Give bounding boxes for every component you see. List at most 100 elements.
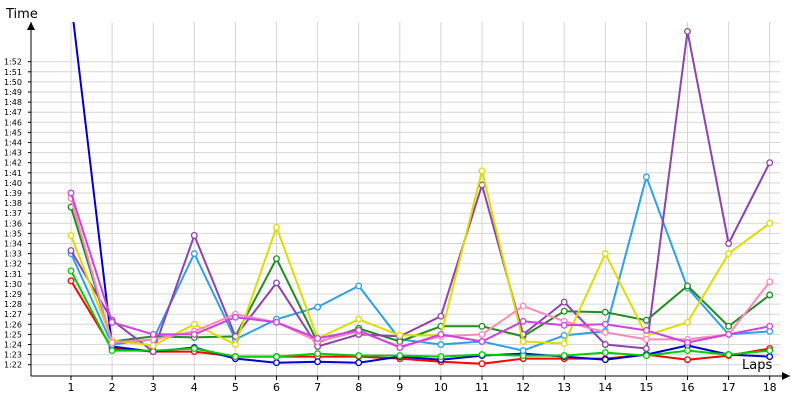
y-axis-title: Time (5, 7, 38, 22)
data-point (601, 328, 609, 336)
data-point (190, 320, 198, 328)
data-point (396, 331, 404, 339)
data-point (601, 341, 609, 348)
x-tick-label: 13 (557, 381, 571, 394)
data-point (190, 345, 198, 352)
y-tick-label: 1:31 (4, 270, 22, 279)
data-point (149, 342, 157, 349)
data-point (67, 231, 75, 239)
y-tick-label: 1:36 (4, 219, 22, 228)
y-tick-label: 1:52 (4, 58, 22, 67)
data-point (478, 330, 486, 338)
data-point (766, 219, 774, 227)
data-point (560, 307, 568, 315)
data-point (231, 353, 239, 361)
series-line (70, 270, 770, 358)
data-point (766, 278, 774, 286)
x-tick-label: 1 (68, 381, 75, 394)
y-tick-label: 1:27 (4, 310, 22, 319)
data-point (190, 250, 198, 258)
data-point (601, 320, 609, 328)
data-point (725, 351, 733, 359)
data-point (355, 326, 363, 334)
data-point (314, 334, 322, 342)
data-point (766, 347, 774, 355)
data-point (725, 240, 733, 247)
x-axis-title: Laps (742, 358, 772, 373)
data-point (478, 360, 486, 368)
data-point (67, 267, 75, 275)
y-tick-label: 1:51 (4, 68, 22, 77)
data-point (273, 318, 280, 326)
y-tick-label: 1:45 (4, 128, 22, 137)
data-point (684, 27, 691, 35)
data-point (560, 321, 568, 329)
data-point (437, 330, 445, 338)
series (67, 22, 774, 368)
y-tick-label: 1:44 (4, 139, 22, 148)
data-point (478, 351, 486, 359)
y-tick-label: 1:34 (4, 240, 22, 249)
y-tick-label: 1:38 (4, 199, 22, 208)
y-tick-label: 1:46 (4, 118, 22, 127)
data-point (601, 308, 609, 316)
data-point (437, 341, 445, 348)
series-3 (67, 267, 774, 361)
data-point (519, 347, 527, 355)
data-point (231, 313, 239, 321)
x-tick-label: 10 (434, 381, 448, 394)
y-tick-label: 1:24 (4, 341, 22, 350)
data-point (684, 318, 691, 326)
data-point (108, 347, 116, 355)
x-tick-label: 12 (516, 381, 530, 394)
x-tick-label: 6 (273, 381, 280, 394)
y-tick-label: 1:25 (4, 330, 22, 339)
y-tick-label: 1:30 (4, 280, 22, 289)
data-point (67, 189, 75, 197)
series-6 (67, 27, 774, 356)
series-line (70, 206, 771, 344)
data-point (478, 338, 486, 345)
data-point (355, 282, 363, 290)
x-tick-label: 2 (109, 381, 116, 394)
data-point (642, 316, 650, 324)
y-tick-label: 1:43 (4, 149, 22, 158)
data-point (478, 167, 486, 175)
data-point (766, 291, 774, 299)
data-point (67, 277, 75, 285)
data-point (642, 336, 650, 343)
data-point (108, 339, 116, 346)
data-point (355, 352, 363, 360)
x-tick-label: 11 (475, 381, 489, 394)
x-tick-label: 17 (722, 381, 736, 394)
x-tick-label: 4 (191, 381, 198, 394)
data-point (190, 330, 198, 338)
y-tick-label: 1:32 (4, 260, 22, 269)
data-point (273, 359, 280, 367)
x-axis-arrow-icon (782, 372, 790, 380)
series-9 (67, 189, 774, 351)
y-tick-label: 1:41 (4, 169, 22, 178)
y-ticks: 1:221:231:24 1:251:261:271:281:291:301:31… (4, 58, 31, 370)
data-point (560, 340, 568, 347)
x-tick-label: 5 (232, 381, 239, 394)
series-line (70, 192, 770, 349)
data-point (601, 356, 609, 364)
data-point (601, 250, 609, 258)
data-point (519, 302, 527, 310)
data-point (725, 322, 733, 330)
y-tick-label: 1:39 (4, 189, 22, 198)
data-point (684, 356, 691, 364)
data-point (478, 322, 486, 330)
data-point (766, 159, 774, 167)
data-point (190, 231, 198, 239)
x-tick-label: 7 (314, 381, 321, 394)
y-tick-label: 1:47 (4, 108, 22, 117)
data-point (766, 322, 774, 330)
y-tick-label: 1:48 (4, 98, 22, 107)
series-line (72, 22, 770, 364)
x-tick-label: 18 (763, 381, 777, 394)
data-point (396, 344, 404, 351)
data-point (67, 247, 75, 255)
